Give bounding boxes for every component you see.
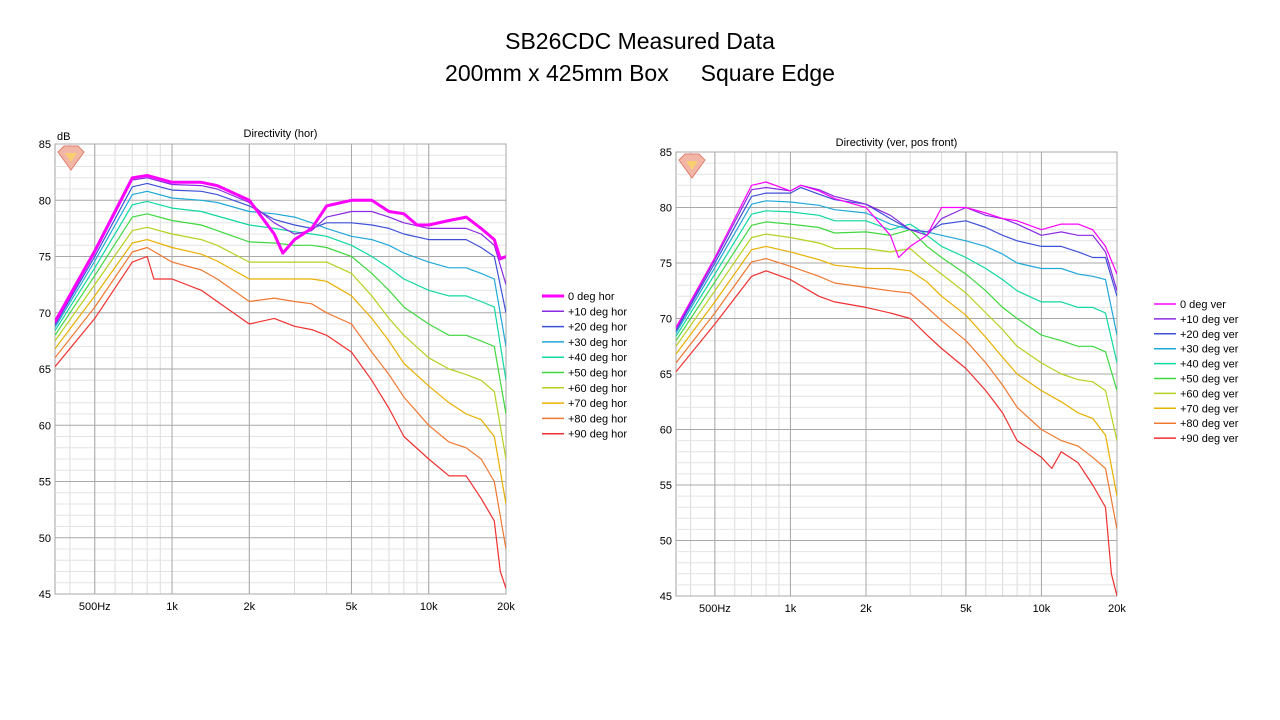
x-tick-label: 2k: [243, 601, 255, 613]
chart-title: Directivity (ver, pos front): [836, 137, 958, 149]
series-line-50-deg-ver: [676, 221, 1117, 391]
series-line-50-deg-hor: [55, 213, 506, 415]
legend-label: +30 deg hor: [568, 337, 627, 349]
series-line-60-deg-ver: [676, 233, 1117, 441]
series-group: [55, 174, 506, 589]
y-tick-label: 60: [39, 420, 51, 432]
series-line-40-deg-ver: [676, 210, 1117, 364]
chart-2: 45 50 55 60 65 70 75 80 85 500Hz 1k 2k 5k 10k 20k Direc…: [660, 137, 1239, 615]
legend-label: +60 deg hor: [568, 383, 627, 395]
y-tick-label: 45: [39, 589, 51, 601]
series-line-80-deg-ver: [676, 258, 1117, 530]
x-tick-label: 1k: [166, 601, 178, 613]
x-tick-label: 10k: [420, 601, 438, 613]
x-tick-label: 2k: [860, 603, 872, 615]
series-group: [676, 181, 1117, 596]
legend-label: +80 deg ver: [1180, 418, 1239, 430]
legend-label: +70 deg hor: [568, 398, 627, 410]
y-tick-label: 70: [39, 308, 51, 320]
x-tick-label: 500Hz: [699, 603, 731, 615]
legend-label: 0 deg ver: [1180, 299, 1226, 311]
legend-label: +90 deg ver: [1180, 433, 1239, 445]
legend-label: +70 deg ver: [1180, 403, 1239, 415]
legend-label: +20 deg hor: [568, 322, 627, 334]
x-tick-label: 20k: [1108, 603, 1126, 615]
logo-icon: [678, 153, 706, 179]
series-line-0-deg-hor: [55, 174, 506, 323]
x-tick-label: 20k: [497, 601, 515, 613]
series-line-10-deg-hor: [55, 177, 506, 325]
series-line-70-deg-hor: [55, 239, 506, 505]
series-line-20-deg-ver: [676, 186, 1117, 331]
x-tick-label: 10k: [1033, 603, 1051, 615]
series-line-40-deg-hor: [55, 200, 506, 381]
legend-label: +80 deg hor: [568, 413, 627, 425]
y-tick-label: 50: [39, 533, 51, 545]
y-tick-label: 60: [660, 425, 672, 437]
y-tick-label: 65: [660, 369, 672, 381]
legend-label: +50 deg ver: [1180, 374, 1239, 386]
series-line-70-deg-ver: [676, 245, 1117, 497]
legend-label: +20 deg ver: [1180, 329, 1239, 341]
slide-title-line-1: SB26CDC Measured Data: [505, 28, 775, 54]
legend-label: +50 deg hor: [568, 368, 627, 380]
series-line-90-deg-hor: [55, 255, 506, 589]
chart-title: Directivity (hor): [244, 128, 318, 140]
y-tick-label: 85: [39, 139, 51, 151]
legend-label: +30 deg ver: [1180, 344, 1239, 356]
x-tick-label: 1k: [785, 603, 797, 615]
y-axis-label: dB: [57, 131, 70, 143]
y-tick-label: 75: [660, 258, 672, 270]
logo-icon: [57, 145, 85, 171]
series-line-30-deg-ver: [676, 200, 1117, 336]
series-line-20-deg-hor: [55, 182, 506, 326]
series-line-60-deg-hor: [55, 226, 506, 460]
legend-label: +10 deg ver: [1180, 314, 1239, 326]
chart-1: 45 50 55 60 65 70 75 80 85 500Hz 1k 2k 5k 10k 20k Direc…: [39, 128, 628, 613]
legend-label: 0 deg hor: [568, 291, 615, 303]
y-tick-label: 80: [39, 195, 51, 207]
x-tick-label: 500Hz: [79, 601, 111, 613]
series-line-90-deg-ver: [676, 270, 1117, 596]
y-tick-label: 55: [39, 477, 51, 489]
legend-label: +40 deg hor: [568, 352, 627, 364]
legend-label: +90 deg hor: [568, 429, 627, 441]
x-tick-label: 5k: [960, 603, 972, 615]
legend-label: +10 deg hor: [568, 306, 627, 318]
y-tick-label: 70: [660, 314, 672, 326]
legend-label: +40 deg ver: [1180, 359, 1239, 371]
x-tick-label: 5k: [346, 601, 358, 613]
series-line-0-deg-ver: [676, 181, 1117, 328]
y-tick-label: 80: [660, 203, 672, 215]
y-tick-label: 75: [39, 252, 51, 264]
y-tick-label: 55: [660, 480, 672, 492]
y-tick-label: 65: [39, 364, 51, 376]
y-tick-label: 45: [660, 591, 672, 603]
legend-label: +60 deg ver: [1180, 388, 1239, 400]
y-tick-label: 85: [660, 147, 672, 159]
series-line-80-deg-hor: [55, 246, 506, 550]
y-tick-label: 50: [660, 536, 672, 548]
slide-title-line-2: 200mm x 425mm Box Square Edge: [445, 60, 835, 86]
